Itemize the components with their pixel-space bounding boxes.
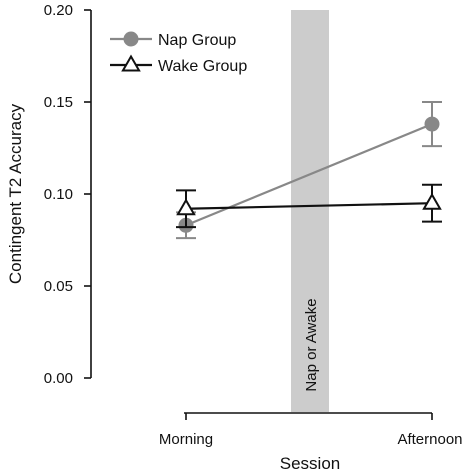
- y-tick-label: 0.05: [44, 278, 73, 295]
- legend-marker: [121, 54, 141, 72]
- data-point: [422, 192, 442, 210]
- x-tick-label: Morning: [159, 431, 213, 448]
- nap-or-awake-band: [291, 10, 329, 412]
- legend: Nap Group Wake Group: [110, 31, 247, 75]
- band-label: Nap or Awake: [303, 298, 320, 391]
- y-axis-title: Contingent T2 Accuracy: [6, 103, 25, 284]
- data-point: [176, 198, 196, 216]
- legend-label: Nap Group: [158, 32, 236, 49]
- y-tick-label: 0.20: [44, 2, 73, 19]
- y-tick-label: 0.10: [44, 186, 73, 203]
- legend-item: Nap Group: [110, 31, 236, 49]
- series-line: [185, 202, 433, 210]
- x-tick-label: Afternoon: [397, 431, 462, 448]
- legend-marker: [123, 31, 139, 47]
- legend-label: Wake Group: [158, 58, 247, 75]
- y-tick-label: 0.15: [44, 94, 73, 111]
- y-tick-label: 0.00: [44, 370, 73, 387]
- series-wake-group: [176, 183, 442, 229]
- x-axis-title: Session: [280, 454, 340, 473]
- legend-item: Wake Group: [110, 54, 247, 75]
- data-point: [424, 116, 440, 132]
